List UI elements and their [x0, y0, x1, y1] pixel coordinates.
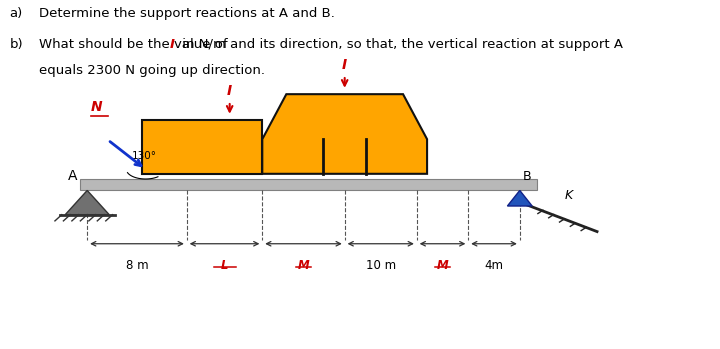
- Text: L: L: [221, 259, 228, 272]
- Polygon shape: [262, 94, 427, 174]
- Text: 4m: 4m: [485, 259, 503, 272]
- Text: a): a): [9, 7, 23, 20]
- Text: I: I: [227, 84, 233, 98]
- Polygon shape: [508, 191, 532, 206]
- Bar: [81, 179, 537, 191]
- Polygon shape: [66, 191, 109, 215]
- Text: I: I: [170, 38, 175, 51]
- Text: A: A: [68, 169, 77, 183]
- Text: K: K: [564, 189, 572, 202]
- Text: equals 2300 N going up direction.: equals 2300 N going up direction.: [39, 64, 265, 77]
- Text: N: N: [91, 100, 102, 114]
- Text: Determine the support reactions at A and B.: Determine the support reactions at A and…: [39, 7, 335, 20]
- Text: 8 m: 8 m: [126, 259, 148, 272]
- Text: b): b): [9, 38, 23, 51]
- Text: I: I: [342, 58, 347, 72]
- Text: 130°: 130°: [132, 151, 157, 161]
- Text: M: M: [436, 259, 449, 272]
- Text: in N/m and its direction, so that, the vertical reaction at support A: in N/m and its direction, so that, the v…: [178, 38, 623, 51]
- Text: B: B: [523, 170, 532, 183]
- Text: What should be the value of: What should be the value of: [39, 38, 232, 51]
- Bar: [142, 120, 262, 174]
- Text: 10 m: 10 m: [366, 259, 396, 272]
- Text: M: M: [297, 259, 310, 272]
